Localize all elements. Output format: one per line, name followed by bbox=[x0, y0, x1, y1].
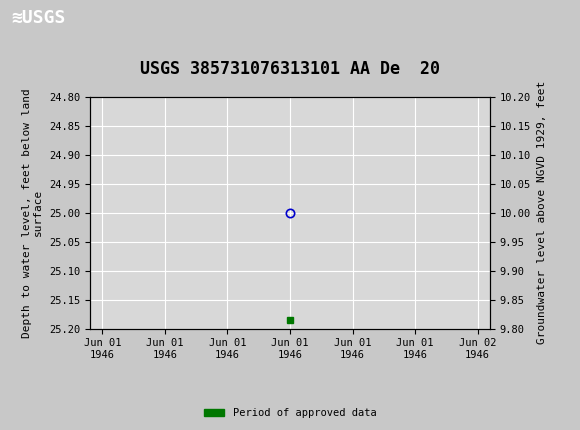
Text: USGS 385731076313101 AA De  20: USGS 385731076313101 AA De 20 bbox=[140, 60, 440, 78]
Y-axis label: Depth to water level, feet below land
surface: Depth to water level, feet below land su… bbox=[22, 88, 44, 338]
Y-axis label: Groundwater level above NGVD 1929, feet: Groundwater level above NGVD 1929, feet bbox=[536, 81, 546, 344]
Text: ≋USGS: ≋USGS bbox=[12, 9, 66, 27]
Legend: Period of approved data: Period of approved data bbox=[200, 404, 380, 423]
